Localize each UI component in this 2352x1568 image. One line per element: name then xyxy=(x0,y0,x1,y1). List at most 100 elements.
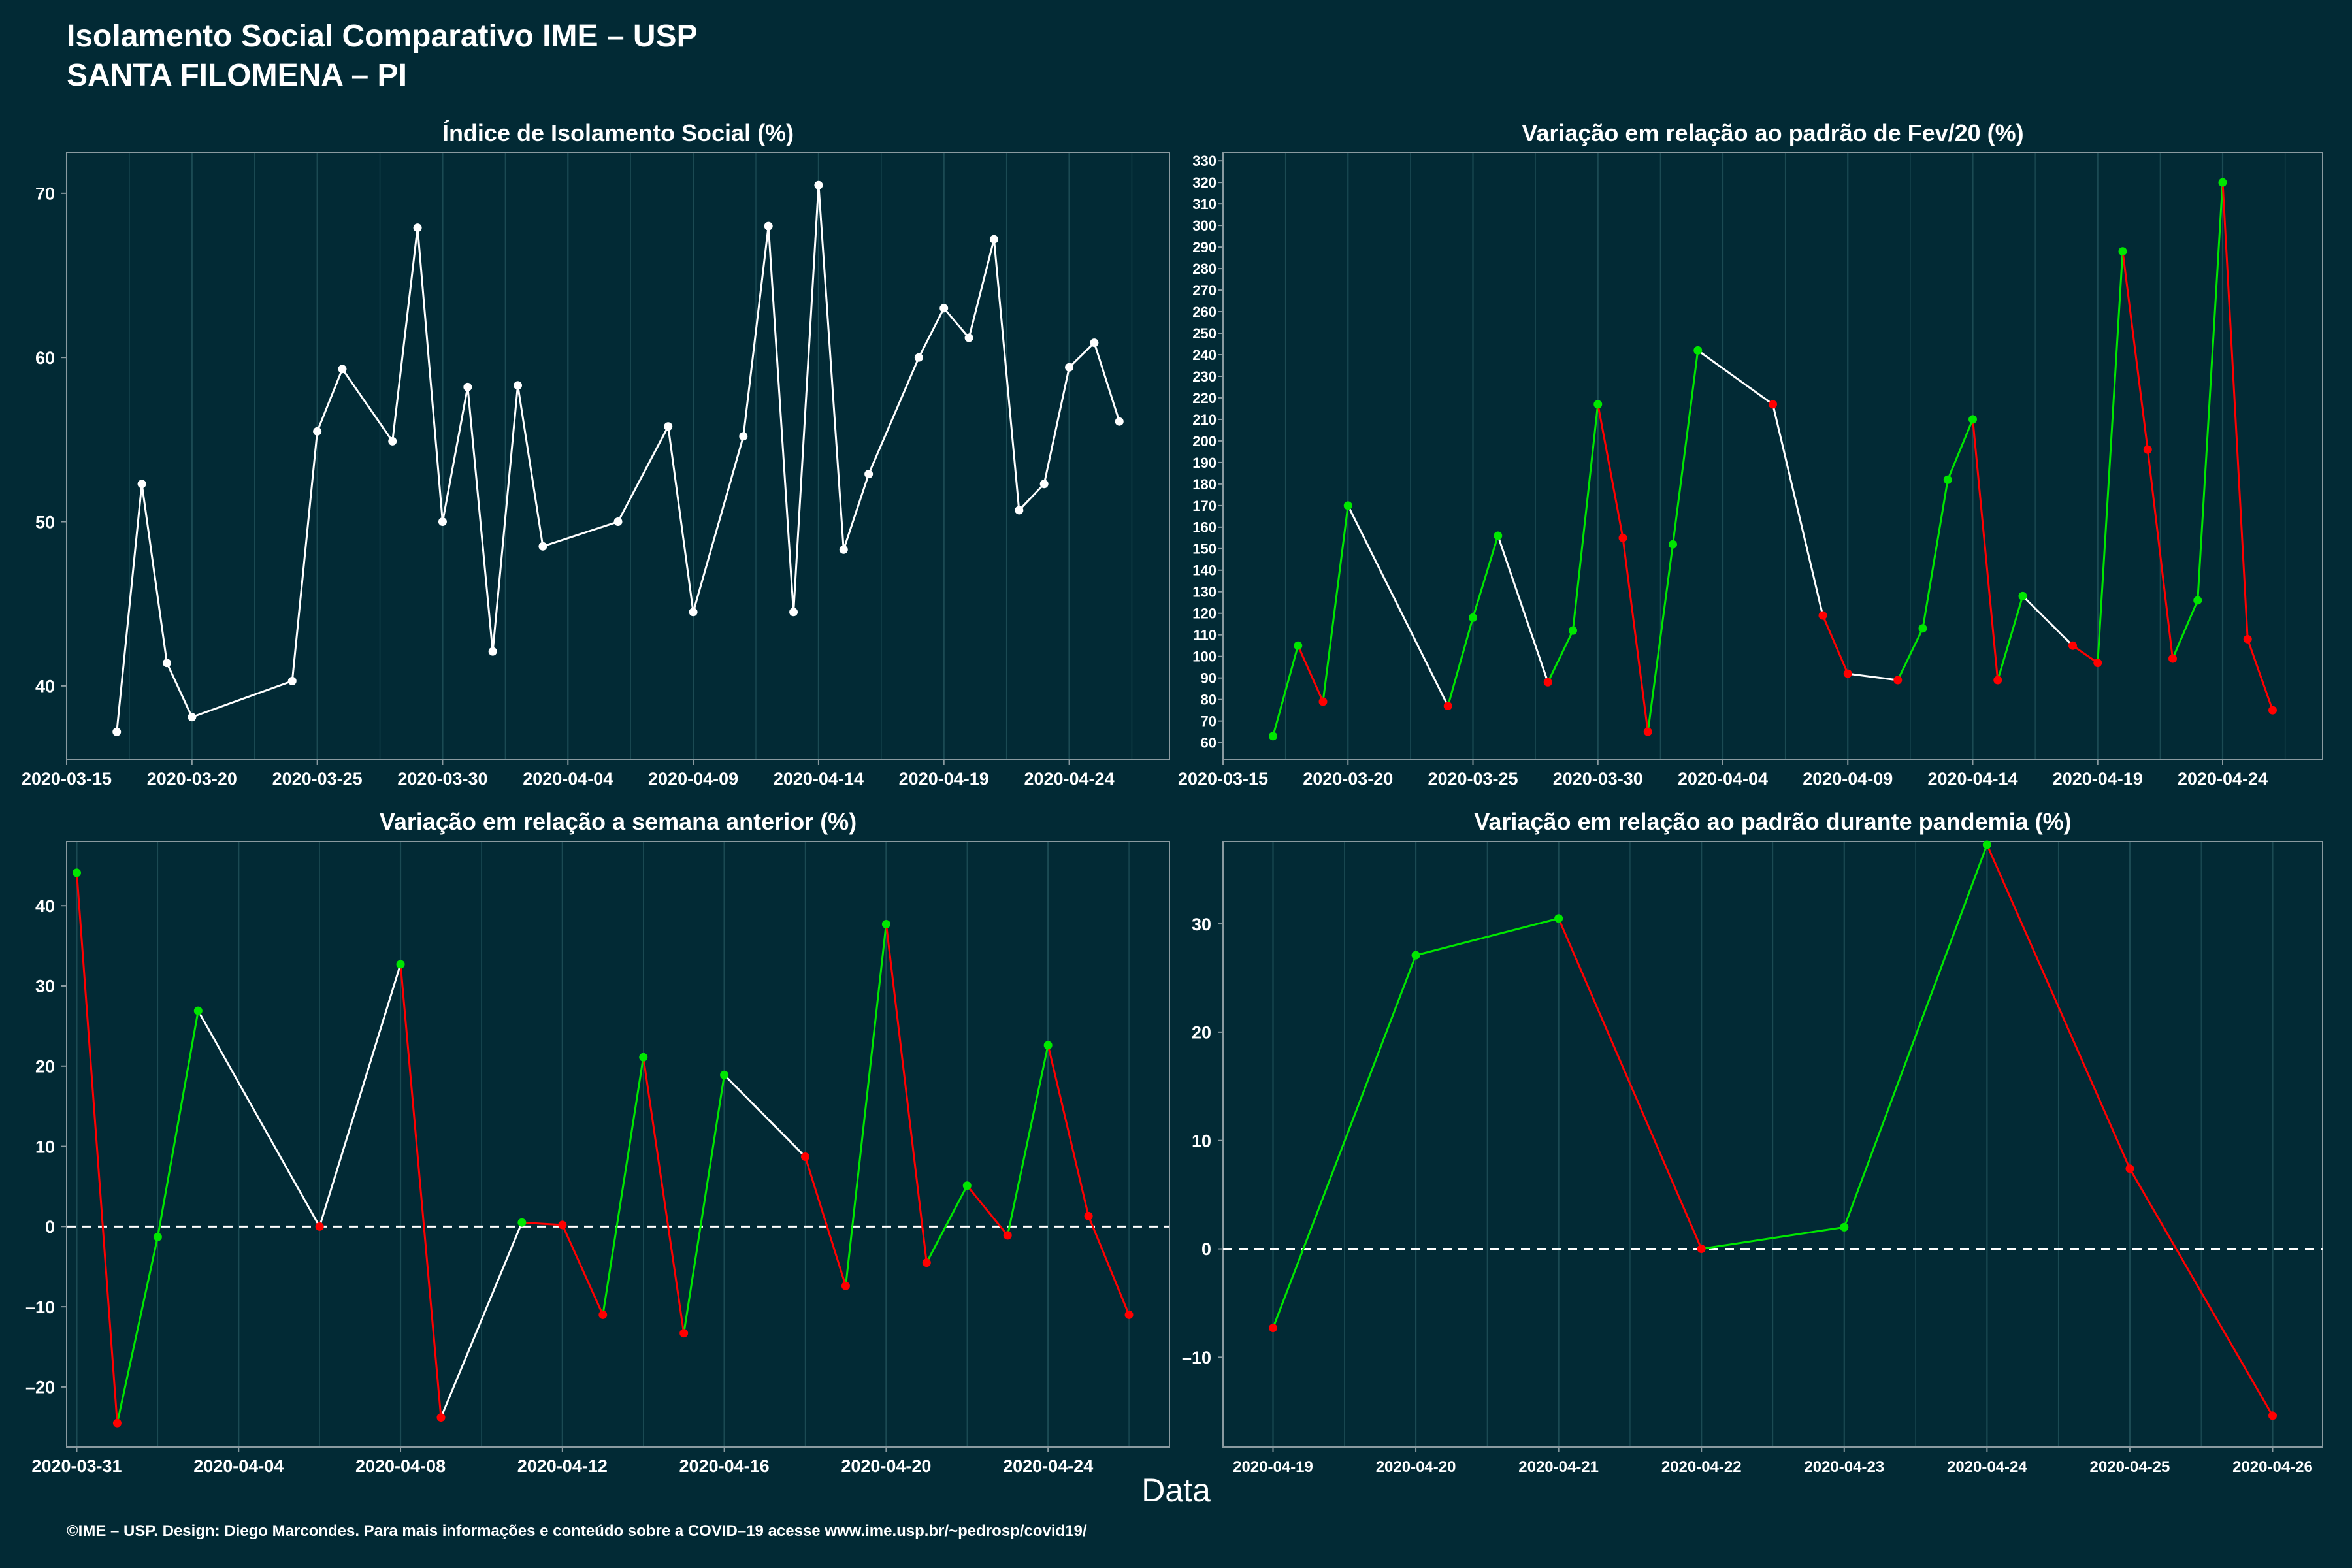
data-point xyxy=(1411,951,1420,960)
series-segment xyxy=(2172,600,2199,659)
y-tick-label: 10 xyxy=(1192,1131,1211,1151)
x-tick-label: 2020-03-31 xyxy=(31,1456,122,1476)
y-tick-label: 60 xyxy=(1201,735,1217,751)
series-segment xyxy=(1272,955,1417,1329)
data-point xyxy=(962,1181,972,1190)
x-tick-label: 2020-04-04 xyxy=(193,1456,284,1476)
data-point xyxy=(613,517,623,527)
series-segment xyxy=(1006,1045,1049,1236)
data-point xyxy=(1593,400,1603,409)
series-segment xyxy=(844,924,887,1286)
data-point xyxy=(1840,1222,1849,1232)
series-segment xyxy=(767,226,795,612)
series-segment xyxy=(885,924,928,1263)
data-point xyxy=(388,436,397,446)
y-tick-label: 320 xyxy=(1192,174,1217,191)
plot-frame xyxy=(66,841,1170,1448)
series-segment xyxy=(2021,595,2074,647)
y-tick-label: 60 xyxy=(35,348,55,368)
data-point xyxy=(1039,480,1049,489)
series-segment xyxy=(1622,538,1649,732)
series-segment xyxy=(416,227,444,522)
series-segment xyxy=(926,1185,968,1264)
data-point xyxy=(679,1329,689,1338)
data-point xyxy=(112,1418,122,1428)
series-segment xyxy=(2129,1168,2274,1416)
data-point xyxy=(1569,626,1577,635)
y-tick-label: 40 xyxy=(35,896,55,916)
chart-panel-4: Variação em relação ao padrão durante pa… xyxy=(1182,808,2323,1476)
series-segment xyxy=(2146,449,2174,659)
series-segment xyxy=(683,1075,726,1333)
x-tick-label: 2020-04-21 xyxy=(1518,1458,1599,1476)
x-tick-label: 2020-04-09 xyxy=(1803,769,1893,789)
data-point xyxy=(315,1222,324,1231)
y-tick-label: 20 xyxy=(1192,1023,1211,1043)
series-segment xyxy=(2072,644,2099,664)
y-tick-label: 30 xyxy=(1192,915,1211,934)
series-segment xyxy=(116,1236,159,1424)
x-tick-label: 2020-04-16 xyxy=(679,1456,770,1476)
data-point xyxy=(1643,727,1652,736)
data-point xyxy=(800,1152,809,1162)
series-segment xyxy=(1347,505,1449,707)
series-segment xyxy=(491,385,519,652)
plot-frame xyxy=(1222,841,2323,1448)
data-point xyxy=(538,542,547,551)
series-segment xyxy=(1068,342,1095,368)
series-segment xyxy=(1546,630,1574,683)
y-tick-label: 290 xyxy=(1192,239,1217,255)
chart-title: Variação em relação ao padrão de Fev/20 … xyxy=(1522,120,2023,146)
data-point xyxy=(1065,363,1074,372)
data-point xyxy=(1294,641,1303,650)
data-point xyxy=(193,1006,203,1015)
data-point xyxy=(939,304,949,313)
series-segment xyxy=(140,483,168,663)
data-point xyxy=(1943,475,1952,484)
y-tick-label: 180 xyxy=(1192,476,1217,493)
x-tick-label: 2020-04-19 xyxy=(2053,769,2143,789)
x-tick-label: 2020-04-04 xyxy=(1678,769,1768,789)
x-tick-label: 2020-04-20 xyxy=(841,1456,931,1476)
series-segment xyxy=(1997,595,2024,681)
data-point xyxy=(1818,611,1827,620)
data-point xyxy=(2168,654,2177,663)
data-point xyxy=(517,1218,527,1227)
y-tick-label: 50 xyxy=(35,512,55,532)
data-point xyxy=(1090,338,1099,348)
x-axis-label: Data xyxy=(1141,1472,1211,1509)
data-point xyxy=(881,919,890,928)
data-point xyxy=(162,659,171,668)
data-point xyxy=(1554,914,1563,923)
plot-frame xyxy=(66,152,1170,760)
x-tick-label: 2020-04-04 xyxy=(523,769,613,789)
data-point xyxy=(864,470,874,479)
data-point xyxy=(396,960,405,969)
data-point xyxy=(1693,346,1703,355)
x-tick-label: 2020-04-24 xyxy=(2178,769,2268,789)
series-segment xyxy=(1972,419,1999,681)
y-tick-label: 230 xyxy=(1192,368,1217,385)
series-segment xyxy=(1093,342,1120,422)
chart-panel-1: Índice de Isolamento Social (%) 2020-03-1… xyxy=(22,120,1170,789)
y-tick-label: 330 xyxy=(1192,153,1217,169)
series-segment xyxy=(692,436,745,613)
series-segment xyxy=(2221,182,2249,640)
series-segment xyxy=(1572,404,1599,631)
series-segment xyxy=(842,474,870,550)
y-tick-label: 300 xyxy=(1192,218,1217,234)
y-tick-label: 220 xyxy=(1192,390,1217,406)
series-segment xyxy=(2097,251,2124,663)
data-point xyxy=(1993,676,2002,685)
data-point xyxy=(488,647,497,656)
chart-panel-3: Variação em relação a semana anterior (%… xyxy=(25,808,1170,1476)
y-tick-label: 0 xyxy=(1201,1239,1211,1259)
x-tick-label: 2020-04-19 xyxy=(1233,1458,1313,1476)
y-tick-label: –20 xyxy=(25,1378,55,1397)
series-segment xyxy=(291,431,319,681)
data-point xyxy=(689,608,698,617)
chart-panel-2: Variação em relação ao padrão de Fev/20 … xyxy=(1178,120,2323,789)
data-point xyxy=(989,235,998,244)
y-tick-label: 20 xyxy=(35,1057,55,1077)
